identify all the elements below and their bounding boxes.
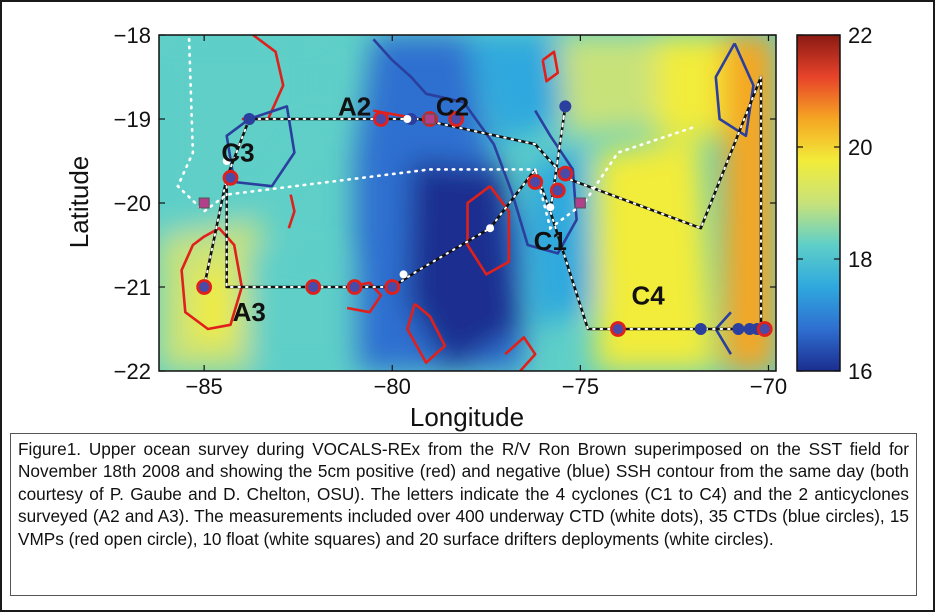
y-tick-label: −20 [114, 191, 151, 216]
colorbar [796, 34, 841, 372]
x-tick-label: −70 [750, 374, 787, 399]
figure-caption: Figure1. Upper ocean survey during VOCAL… [10, 433, 917, 596]
eddy-label-a3: A3 [233, 297, 266, 327]
positive-ssh-contour [504, 336, 537, 371]
vmp-drifter-station [756, 321, 773, 337]
negative-ssh-contour [372, 38, 578, 255]
sst-patch [159, 35, 317, 254]
y-tick-label: −22 [114, 359, 151, 384]
sst-patch [655, 35, 724, 136]
sst-patch [407, 161, 521, 371]
sst-map-chart: A2 C2 C3 C1 C4 A3 −85 −80 −75 −70 −18 −19 −20 −21 −22… [64, 23, 872, 432]
vmp-drifter-station [373, 111, 389, 127]
station-markers [196, 100, 773, 337]
x-axis-label: Longitude [410, 402, 524, 432]
underway-ctd-dots [203, 76, 762, 330]
sst-patches [159, 35, 776, 371]
ctd-station [732, 323, 745, 335]
float-deployment [574, 197, 586, 209]
drifter-deployment [403, 115, 412, 123]
eddy-labels: A2 C2 C3 C1 C4 A3 [221, 91, 665, 327]
vmp-drifter-station [346, 279, 363, 295]
sst-patch [723, 35, 776, 371]
sst-patch [192, 253, 235, 346]
ctd-station [694, 323, 707, 335]
y-axis-label: Latitude [64, 156, 94, 249]
y-tick-label: −21 [114, 275, 151, 300]
colorbar-ticks: 16 18 20 22 [797, 23, 872, 384]
drifter-deployment [222, 157, 231, 165]
eddy-label-c1: C1 [534, 226, 567, 256]
float-deployment [198, 197, 210, 209]
positive-ssh-contour [346, 281, 383, 314]
negative-ssh-contour [714, 42, 755, 138]
x-tick-label: −75 [562, 374, 599, 399]
y-tick-label: −19 [114, 107, 151, 132]
drifter-deployment [399, 270, 408, 279]
positive-ssh-contour [406, 302, 447, 364]
vmp-drifter-station [305, 279, 322, 295]
y-tick-label: −18 [114, 23, 151, 48]
positive-ssh-contour [287, 194, 296, 229]
float-deployment [424, 113, 436, 125]
positive-ssh-contour [541, 50, 560, 83]
sst-patch [249, 245, 374, 371]
colorbar-tick-label: 16 [848, 359, 872, 384]
eddy-label-c3: C3 [221, 138, 254, 168]
vmp-drifter-station [549, 182, 566, 199]
ctd-station [243, 113, 256, 125]
drifter-deployment [546, 203, 555, 212]
eddy-label-a2: A2 [338, 91, 371, 121]
negative-ssh-contour [225, 105, 296, 188]
ctd-station [743, 323, 756, 335]
vmp-drifter-station [196, 279, 213, 295]
vmp-drifter-station [384, 279, 401, 295]
sst-patch [595, 135, 716, 371]
x-tick-label: −85 [185, 374, 222, 399]
vmp-drifter-station [222, 169, 239, 186]
x-tick-label: −80 [374, 374, 411, 399]
axes: −85 −80 −75 −70 −18 −19 −20 −21 −22 [114, 23, 787, 399]
sst-patch [527, 144, 596, 329]
colorbar-tick-label: 20 [848, 135, 872, 160]
colorbar-tick-label: 22 [848, 23, 872, 48]
ctd-station [559, 100, 572, 113]
positive-ssh-contour [466, 185, 511, 276]
eddy-label-c4: C4 [631, 280, 665, 310]
dotted-track [176, 37, 695, 231]
vmp-drifter-station [557, 165, 574, 182]
vmp-drifter-station [527, 174, 544, 190]
vmp-drifter-station [448, 111, 465, 127]
colorbar-tick-label: 18 [848, 247, 872, 272]
sst-patch [557, 35, 656, 136]
eddy-label-c2: C2 [436, 91, 469, 121]
vmp-drifter-station [610, 321, 626, 337]
sst-field [159, 35, 776, 371]
drifter-deployment [486, 224, 495, 233]
